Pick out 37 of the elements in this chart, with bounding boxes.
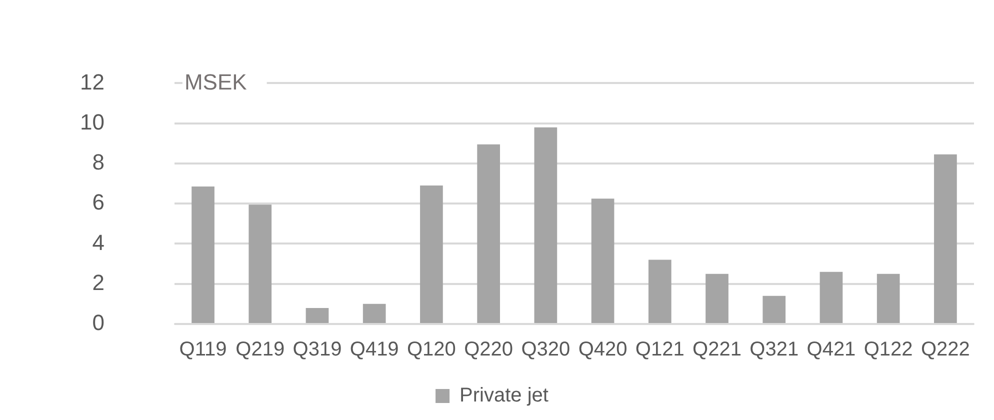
- x-tick-label: Q119: [179, 338, 227, 361]
- legend-label: Private jet: [460, 384, 549, 407]
- y-tick-label: 0: [92, 310, 104, 336]
- x-tick-label: Q120: [406, 338, 456, 361]
- y-tick-label: 4: [92, 230, 104, 255]
- bar: [420, 186, 443, 323]
- x-tick-label: Q221: [692, 338, 742, 361]
- x-tick-label: Q321: [750, 338, 799, 361]
- x-tick-label: Q320: [521, 338, 570, 361]
- y-tick-label: 8: [92, 150, 104, 175]
- bar: [876, 274, 900, 323]
- x-tick-label: Q219: [236, 338, 285, 361]
- bar: [477, 144, 500, 323]
- x-tick-label: Q419: [350, 338, 399, 361]
- bar: [248, 204, 272, 323]
- bar: [762, 296, 786, 323]
- bar: [306, 308, 329, 323]
- bar: [362, 304, 386, 323]
- x-tick-label: Q122: [864, 338, 913, 361]
- bar: [534, 127, 558, 323]
- y-tick-label: 6: [92, 190, 104, 215]
- x-tick-label: Q222: [920, 338, 970, 361]
- x-tick-label: Q121: [635, 338, 684, 361]
- x-tick-label: Q319: [292, 338, 342, 361]
- bar: [648, 260, 672, 323]
- y-tick-label: 12: [80, 69, 104, 94]
- bar: [820, 272, 843, 323]
- x-tick-label: Q421: [806, 338, 856, 361]
- y-tick-label: 10: [80, 109, 104, 134]
- bar: [934, 154, 957, 323]
- y-axis-title: MSEK: [184, 69, 248, 94]
- bar: [192, 186, 214, 323]
- x-tick-label: Q420: [578, 338, 628, 361]
- x-tick-label: Q220: [464, 338, 514, 361]
- bar: [591, 198, 614, 323]
- bar: [706, 274, 728, 323]
- y-tick-label: 2: [92, 270, 104, 295]
